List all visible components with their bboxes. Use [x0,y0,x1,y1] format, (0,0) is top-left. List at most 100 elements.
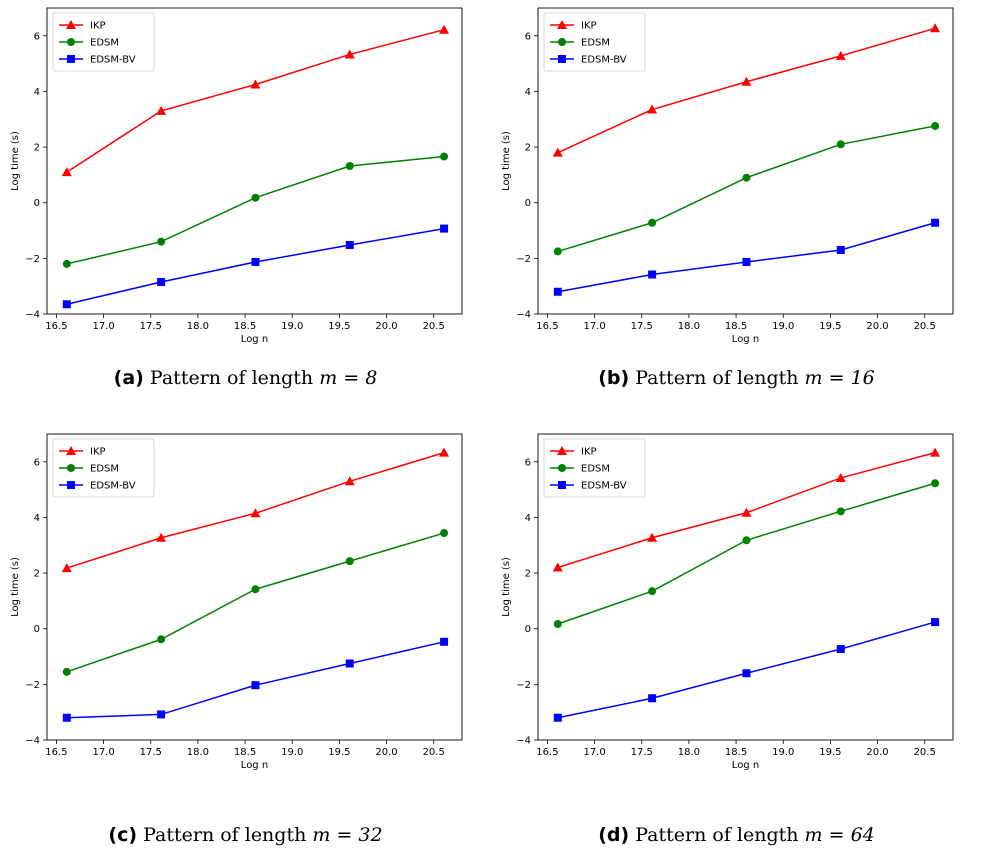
chart-b: 16.5 17.0 17.5 18.0 18.5 19.0 19.5 20.0 20.5 −4 −2… [501,7,954,345]
x-tick-label: 17.0 [583,321,605,332]
x-axis-label: Log n [732,760,759,771]
data-point-edsm-bv [345,659,354,668]
caption-text: Pattern of length [149,367,314,389]
chart-panel-c: 16.5 17.0 17.5 18.0 18.5 19.0 19.5 20.0 20.5 −4 −2… [0,426,491,851]
data-point-edsm-bv [440,224,449,233]
data-point-edsm [62,667,71,676]
data-point-edsm-bv [62,300,71,309]
x-tick-label: 19.0 [281,321,303,332]
data-point-edsm-bv [251,681,260,690]
y-tick-label: 2 [34,143,40,154]
x-tick-label: 18.5 [234,747,256,758]
x-axis-label: Log n [241,760,268,771]
series-line-edsm [66,532,445,673]
caption-c: (c) Pattern of length m = 32 [0,824,491,846]
data-point-edsm [440,529,449,538]
data-point-edsm-bv [157,710,166,719]
x-tick-label: 20.0 [375,747,397,758]
legend-box [52,438,155,498]
data-point-ikp [930,447,941,457]
data-point-edsm [648,218,657,227]
data-point-edsm-bv [836,645,845,654]
data-point-edsm-bv [440,637,449,646]
data-point-edsm [742,173,751,182]
series-line-edsm-bv [66,641,445,719]
data-point-edsm [553,619,562,628]
y-tick-label: 2 [525,143,531,154]
legend-label: EDSM [90,38,119,49]
caption-math: m = 64 [804,824,875,846]
x-tick-label: 19.0 [772,747,794,758]
data-point-ikp [61,167,72,177]
caption-a: (a) Pattern of length m = 8 [0,367,491,389]
chart-panel-d: 16.5 17.0 17.5 18.0 18.5 19.0 19.5 20.0 20.5 −4 −2… [491,426,982,851]
legend-label: IKP [90,21,106,32]
legend-marker [558,38,566,46]
y-tick-label: −2 [516,680,531,691]
x-tick-label: 20.5 [423,321,445,332]
x-tick-label: 19.5 [819,747,841,758]
legend-label: EDSM [90,464,119,475]
legend-label: IKP [90,447,106,458]
data-point-edsm-bv [648,270,657,279]
x-tick-label: 16.5 [45,747,67,758]
y-axis-label: Log time (s) [10,557,21,617]
x-tick-label: 18.0 [678,747,700,758]
x-tick-label: 17.0 [92,321,114,332]
legend-marker [67,38,75,46]
legend-label: EDSM [581,464,610,475]
data-point-edsm [345,162,354,171]
legend-label: EDSM-BV [90,55,136,66]
caption-tag: (a) [113,367,144,389]
legend-marker [557,446,567,455]
legend-marker [558,481,566,489]
x-tick-label: 17.5 [140,321,162,332]
x-tick-label: 20.5 [423,747,445,758]
x-tick-label: 19.5 [328,321,350,332]
data-point-ikp [552,147,563,157]
x-tick-label: 17.5 [140,747,162,758]
data-point-edsm [836,507,845,516]
y-tick-label: −4 [516,310,531,321]
data-point-edsm-bv [157,278,166,287]
legend-marker [66,446,76,455]
x-tick-label: 19.0 [772,321,794,332]
y-tick-label: 4 [525,87,531,98]
chart-c: 16.5 17.0 17.5 18.0 18.5 19.0 19.5 20.0 20.5 −4 −2… [10,433,463,771]
data-point-ikp [647,104,658,114]
data-point-ikp [741,507,752,517]
data-point-ikp [647,532,658,542]
y-tick-label: 4 [525,513,531,524]
legend-box [52,12,155,72]
data-point-ikp [439,447,450,457]
data-point-ikp [835,472,846,482]
data-point-edsm [931,479,940,488]
legend-label: EDSM-BV [581,55,627,66]
y-tick-label: 2 [34,569,40,580]
data-point-ikp [835,50,846,60]
caption-text: Pattern of length [635,367,799,389]
data-point-edsm-bv [62,713,71,722]
data-point-ikp [250,79,261,89]
y-tick-label: 2 [525,569,531,580]
data-point-edsm-bv [742,257,751,266]
chart-panel-a: 16.5 17.0 17.5 18.0 18.5 19.0 19.5 20.0 20.5 −4 −2… [0,0,491,425]
data-point-ikp [741,76,752,86]
plot-frame [537,7,954,315]
y-tick-label: 4 [34,513,40,524]
y-tick-label: 6 [525,31,531,42]
y-tick-label: 6 [34,31,40,42]
y-tick-label: −4 [25,736,40,747]
legend-box [543,12,646,72]
data-point-edsm [62,259,71,268]
data-point-edsm-bv [931,218,940,227]
x-tick-label: 18.0 [187,747,209,758]
x-tick-label: 20.0 [866,321,888,332]
data-point-edsm-bv [553,287,562,296]
x-tick-label: 18.0 [187,321,209,332]
data-point-edsm [345,557,354,566]
caption-text: Pattern of length [143,824,307,846]
x-tick-label: 18.5 [234,321,256,332]
chart-a: 16.5 17.0 17.5 18.0 18.5 19.0 19.5 20.0 20.5 −4 −2… [10,7,463,345]
x-tick-label: 16.5 [536,321,558,332]
